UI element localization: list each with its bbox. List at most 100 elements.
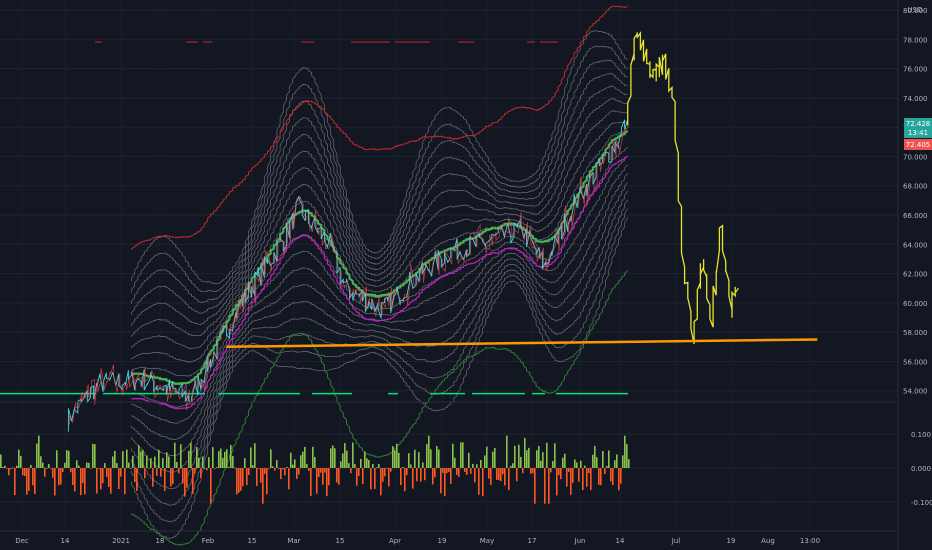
histogram-bar	[314, 457, 316, 468]
histogram-bar	[52, 468, 54, 478]
histogram-bar	[38, 435, 40, 468]
histogram-bar	[434, 468, 436, 478]
histogram-bar	[178, 468, 180, 474]
histogram-bar	[426, 444, 428, 468]
time-axis[interactable]: Dec 14 2021 18 Feb 15 Mar 15 Apr 19 May 17 Jun 14 Jul 1…	[15, 537, 820, 545]
price-tick-label: 58.000	[903, 329, 928, 337]
histogram-bar	[248, 468, 250, 475]
histogram-bar	[384, 468, 386, 477]
histogram-bar	[108, 468, 110, 487]
histogram-bar	[478, 468, 480, 495]
histogram-bar	[388, 468, 390, 487]
histogram-bar	[82, 468, 84, 483]
envelope-line	[131, 173, 628, 456]
histogram-bar	[254, 443, 256, 468]
histogram-bar	[454, 457, 456, 468]
histogram-bar	[558, 468, 560, 476]
histogram-bar	[312, 446, 314, 468]
price-tick-label: 80.000	[903, 7, 928, 15]
histogram-bar	[336, 468, 338, 483]
envelope-line	[131, 208, 628, 523]
histogram-bar	[532, 468, 534, 474]
histogram-bar	[604, 468, 606, 475]
time-tick-label: 13:00	[800, 537, 820, 545]
signal-dashes	[0, 41, 628, 395]
histogram-bar	[562, 457, 564, 468]
histogram-bar	[124, 468, 126, 495]
histogram-bar	[88, 462, 90, 468]
histogram-bar	[28, 468, 30, 491]
histogram-bar	[438, 449, 440, 468]
histogram-bar	[24, 468, 26, 476]
histogram-bar	[408, 453, 410, 468]
histogram-bar	[544, 468, 546, 504]
histogram-bar	[180, 444, 182, 468]
histogram-bar	[446, 468, 448, 474]
envelope-line	[131, 182, 628, 473]
histogram-bar	[486, 446, 488, 468]
histogram-bar	[520, 456, 522, 468]
histogram-bar	[12, 467, 14, 469]
histogram-bar	[456, 468, 458, 475]
histogram-bar	[296, 468, 298, 479]
currency-label: USD	[908, 6, 923, 14]
oscillator-histogram	[0, 435, 630, 504]
histogram-bar	[216, 467, 218, 468]
histogram-bar	[188, 450, 190, 468]
time-tick-label: 18	[156, 537, 165, 545]
histogram-bar	[298, 468, 300, 475]
support-line	[226, 338, 818, 349]
oscillator-axis[interactable]: 0.100 0.000 -0.100	[911, 431, 932, 507]
histogram-bar	[144, 468, 146, 479]
histogram-bar	[14, 468, 16, 496]
last-price-tag: 72.428 13:41	[904, 118, 932, 138]
histogram-bar	[268, 468, 270, 469]
histogram-bar	[322, 468, 324, 485]
histogram-bar	[256, 468, 258, 486]
histogram-bar	[266, 468, 268, 495]
histogram-bar	[334, 448, 336, 468]
histogram-bar	[550, 468, 552, 473]
histogram-bar	[306, 463, 308, 468]
time-tick-label: Feb	[202, 537, 215, 545]
histogram-bar	[394, 450, 396, 468]
price-line-secondary	[69, 126, 629, 425]
histogram-bar	[26, 468, 28, 495]
secondary-price-tag: 72.405	[904, 139, 932, 150]
histogram-bar	[96, 468, 98, 494]
histogram-bar	[594, 445, 596, 468]
histogram-bar	[494, 447, 496, 468]
histogram-bar	[612, 468, 614, 486]
envelope-line	[131, 199, 628, 506]
histogram-bar	[226, 449, 228, 468]
histogram-bar	[222, 457, 224, 468]
histogram-bar	[304, 446, 306, 468]
histogram-bar	[184, 468, 186, 497]
time-tick-label: 19	[438, 537, 447, 545]
oscillator-tick-label: -0.100	[911, 499, 932, 507]
histogram-bar	[102, 468, 104, 484]
histogram-bar	[22, 468, 24, 476]
histogram-bar	[92, 443, 94, 468]
histogram-bar	[526, 450, 528, 468]
histogram-bar	[452, 443, 454, 468]
price-tick-label: 68.000	[903, 183, 928, 191]
histogram-bar	[414, 449, 416, 468]
envelope-line	[131, 45, 628, 293]
histogram-bar	[372, 463, 374, 468]
middle-band	[131, 155, 629, 410]
histogram-bar	[284, 468, 286, 476]
histogram-bar	[156, 468, 158, 476]
histogram-bar	[538, 446, 540, 468]
histogram-bar	[354, 464, 356, 468]
histogram-bar	[584, 465, 586, 468]
histogram-bar	[332, 445, 334, 468]
histogram-bar	[212, 447, 214, 468]
histogram-bar	[142, 449, 144, 468]
price-series	[67, 119, 629, 432]
time-tick-label: 14	[616, 537, 625, 545]
bollinger-bands	[131, 5, 629, 546]
envelope-line	[131, 85, 628, 326]
histogram-bar	[440, 468, 442, 494]
